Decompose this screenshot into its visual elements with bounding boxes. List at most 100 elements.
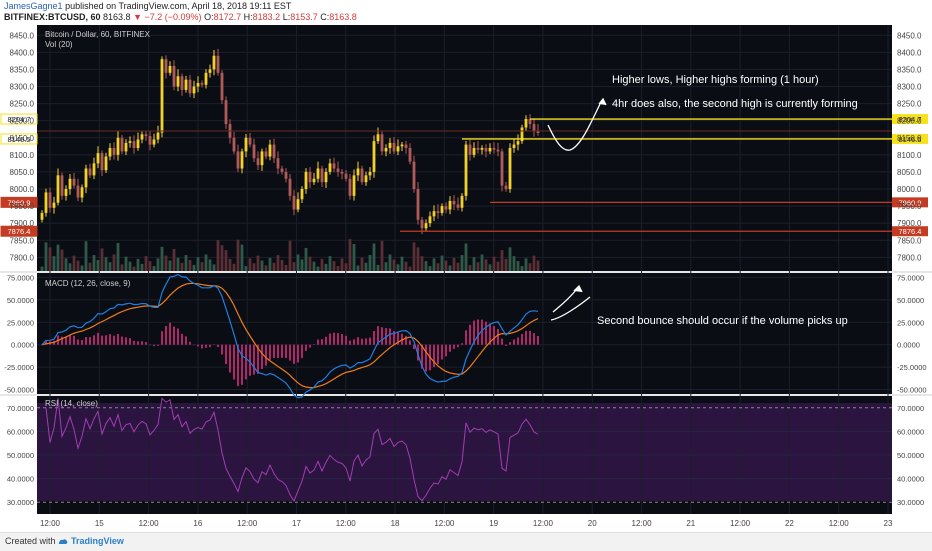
candle-body xyxy=(360,168,364,183)
volume-bar xyxy=(184,255,188,271)
y-tick-label-right: 8300.0 xyxy=(897,83,922,92)
x-tick-label: 16 xyxy=(193,519,202,528)
volume-bar xyxy=(284,264,288,271)
price-change: −7.2 (−0.09%) xyxy=(144,12,202,22)
y-tick-label-left: 7850.0 xyxy=(10,236,35,245)
candle-body xyxy=(156,132,160,140)
x-tick-label: 12:00 xyxy=(829,519,850,528)
level-tag-left-text: 8146.5 xyxy=(8,135,31,144)
candle-body xyxy=(104,156,108,171)
candle-body xyxy=(116,137,120,155)
rsi-series xyxy=(45,397,539,503)
tradingview-brand[interactable]: TradingView xyxy=(71,536,124,546)
macd-hist-bar xyxy=(341,334,343,345)
volume-bar xyxy=(56,244,60,271)
macd-hist-bar xyxy=(153,344,155,347)
candle-body xyxy=(308,171,312,183)
macd-hist-bar xyxy=(193,344,195,346)
candle-body xyxy=(448,200,452,210)
volume-bar xyxy=(248,258,252,271)
macd-hist-bar xyxy=(333,332,335,345)
volume-bar xyxy=(352,244,356,271)
macd-hist-bar xyxy=(177,328,179,345)
macd-hist-bar xyxy=(221,344,223,355)
rsi-band xyxy=(37,403,892,501)
volume-bar xyxy=(272,262,276,271)
macd-hist-bar xyxy=(197,344,199,347)
volume-bar xyxy=(340,258,344,271)
candle-body xyxy=(248,137,252,145)
level-tag-right xyxy=(892,133,928,144)
candle-body xyxy=(348,178,352,196)
volume-bar xyxy=(520,266,524,271)
macd-hist-bar xyxy=(125,337,127,345)
candle-body xyxy=(192,86,196,94)
volume-bar xyxy=(140,263,144,271)
candle-body xyxy=(332,163,336,169)
volume-bar xyxy=(452,257,456,271)
volume-bar xyxy=(68,263,72,271)
volume-bar xyxy=(144,256,148,271)
macd-hist-bar xyxy=(521,334,523,345)
macd-hist-bar xyxy=(273,344,275,359)
macd-annotation: Second bounce should occur if the volume… xyxy=(597,315,848,327)
volume-bar xyxy=(96,260,100,271)
x-tick-label: 19 xyxy=(489,519,498,528)
rsi-line xyxy=(45,397,539,503)
volume-bar xyxy=(172,249,176,271)
candle-body xyxy=(284,171,288,179)
candle-body xyxy=(324,171,328,183)
candle-body xyxy=(432,211,436,217)
macd-hist-bar xyxy=(249,344,251,376)
macd-tick-right: -25.0000 xyxy=(897,363,927,372)
chart-canvas[interactable]: 8204.7 8204.7 8146.5 8146.5 7960.9 7960.9 7876… xyxy=(0,0,932,532)
candle-body xyxy=(216,55,220,73)
macd-hist-bar xyxy=(349,340,351,345)
candle-body xyxy=(300,189,304,200)
level-tag-right-text: 8146.5 xyxy=(899,135,922,144)
y-tick-label-right: 8200.0 xyxy=(897,117,922,126)
macd-hist-bar xyxy=(157,344,159,346)
candle-body xyxy=(68,178,72,189)
candle-body xyxy=(128,141,132,143)
volume-bar xyxy=(288,240,292,271)
volume-bar xyxy=(424,261,428,271)
candle-body xyxy=(240,151,244,169)
macd-hist-bar xyxy=(65,336,67,345)
level-tag-left-text: 8204.7 xyxy=(8,115,31,124)
candle-body xyxy=(136,139,140,148)
candle-body xyxy=(84,168,88,188)
macd-hist-bar xyxy=(189,341,191,345)
volume-bar xyxy=(324,263,328,271)
macd-hist-bar xyxy=(169,322,171,345)
right-axis-bg xyxy=(892,25,932,515)
y-tick-label-right: 8400.0 xyxy=(897,48,922,57)
rsi-tick-right: 40.0000 xyxy=(897,475,924,484)
volume-bar xyxy=(432,258,436,271)
volume-bar xyxy=(84,241,88,271)
candle-body xyxy=(184,79,188,90)
volume-bar xyxy=(128,261,132,271)
macd-hist-bar xyxy=(101,335,103,345)
y-tick-label-right: 7900.0 xyxy=(897,219,922,228)
macd-hist-bar xyxy=(185,336,187,345)
candle-body xyxy=(100,153,104,171)
level-tag-left-text: 7960.9 xyxy=(8,198,31,207)
y-tick-label-left: 8450.0 xyxy=(10,31,35,40)
author-link[interactable]: JamesGagne1 xyxy=(4,1,63,11)
candle-body xyxy=(48,192,52,208)
macd-hist-bar xyxy=(365,338,367,345)
x-tick-label: 12:00 xyxy=(632,519,653,528)
macd-hist-bar xyxy=(421,344,423,369)
volume-bar xyxy=(348,239,352,271)
candle-body xyxy=(268,144,272,157)
volume-bar xyxy=(356,265,360,271)
candle-body xyxy=(60,175,64,196)
candle-body xyxy=(444,206,448,210)
volume-bar xyxy=(396,264,400,271)
macd-hist-bar xyxy=(489,323,491,345)
volume-bar xyxy=(44,242,48,271)
macd-tick-right: -50.0000 xyxy=(897,386,927,395)
volume-bar xyxy=(512,256,516,271)
candle-body xyxy=(380,134,384,152)
